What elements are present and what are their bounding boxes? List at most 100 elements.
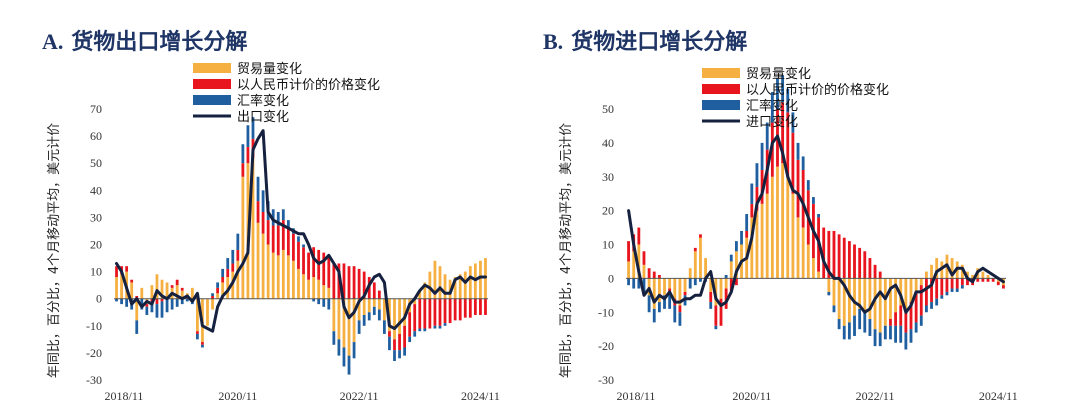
price-bar	[428, 298, 432, 329]
x-tick-label: 2024/11	[461, 389, 500, 403]
price-bar	[393, 339, 396, 351]
fx-bar	[312, 298, 316, 302]
volume-bar	[372, 298, 376, 307]
volume-bar	[155, 274, 159, 299]
price-bar	[433, 298, 437, 326]
volume-bar	[398, 298, 401, 334]
price-bar	[837, 234, 841, 279]
y-tick-label: 50	[602, 102, 614, 116]
price-bar	[657, 274, 661, 279]
legend-label: 贸易量变化	[746, 66, 811, 82]
price-bar	[801, 169, 805, 228]
price-bar	[724, 288, 728, 309]
fx-bar	[115, 298, 118, 302]
volume-bar	[724, 278, 728, 289]
volume-bar	[960, 264, 964, 279]
price-bar	[256, 201, 260, 223]
volume-bar	[251, 157, 255, 299]
volume-bar	[307, 279, 310, 299]
y-tick-label: 10	[602, 238, 614, 252]
fx-bar	[246, 125, 250, 147]
fx-bar	[930, 302, 933, 309]
fx-bar	[185, 298, 189, 302]
volume-bar	[130, 282, 134, 299]
volume-bar	[678, 278, 682, 306]
panel-a-title: A. 货物出口增长分解	[42, 24, 247, 56]
price-bar	[976, 278, 980, 282]
price-bar	[468, 298, 472, 318]
volume-bar	[894, 278, 898, 313]
fx-bar	[165, 298, 169, 313]
volume-bar	[140, 287, 144, 299]
price-bar	[832, 230, 836, 279]
legend-swatch-price	[702, 84, 740, 94]
fx-bar	[878, 332, 882, 347]
fx-bar	[276, 211, 280, 226]
price-bar	[955, 278, 959, 289]
volume-bar	[347, 298, 351, 356]
fx-bar	[393, 350, 396, 362]
volume-bar	[266, 244, 270, 299]
volume-bar	[673, 278, 677, 299]
volume-bar	[403, 298, 406, 326]
price-bar	[342, 263, 346, 299]
volume-bar	[909, 278, 913, 303]
price-bar	[377, 290, 381, 299]
price-bar	[853, 244, 856, 279]
fx-bar	[652, 308, 656, 323]
price-bar	[302, 247, 305, 275]
price-bar	[693, 247, 697, 252]
fx-bar	[322, 298, 326, 307]
volume-bar	[919, 278, 923, 286]
price-bar	[699, 234, 702, 238]
price-bar	[930, 278, 933, 303]
volume-bar	[236, 260, 240, 299]
price-bar	[729, 278, 733, 292]
legend-label: 汇率变化	[746, 98, 798, 114]
fx-bar	[693, 278, 697, 286]
volume-bar	[966, 271, 969, 279]
volume-bar	[190, 287, 194, 299]
fx-bar	[894, 325, 898, 343]
volume-bar	[627, 261, 630, 279]
volume-bar	[770, 176, 774, 279]
volume-bar	[211, 298, 214, 310]
y-tick-label: 70	[90, 102, 102, 116]
price-bar	[231, 263, 235, 272]
fx-bar	[342, 347, 346, 367]
volume-bar	[312, 277, 316, 299]
fx-bar	[286, 220, 290, 229]
price-bar	[130, 279, 134, 283]
fx-bar	[317, 298, 321, 305]
volume-bar	[796, 217, 800, 279]
volume-bar	[433, 260, 437, 299]
fx-bar	[443, 323, 447, 326]
price-bar	[403, 325, 406, 348]
fx-bar	[438, 325, 442, 329]
price-bar	[226, 268, 230, 278]
fx-bar	[256, 176, 260, 202]
fx-bar	[729, 254, 733, 262]
y-tick-label: -30	[598, 373, 614, 387]
fx-bar	[337, 339, 341, 356]
volume-bar	[837, 278, 841, 320]
volume-bar	[719, 278, 723, 299]
price-bar	[627, 241, 630, 262]
volume-bar	[935, 258, 939, 279]
volume-bar	[286, 255, 290, 299]
volume-bar	[120, 274, 123, 299]
fx-bar	[914, 322, 918, 333]
volume-bar	[647, 278, 651, 296]
volume-bar	[883, 278, 887, 326]
volume-bar	[734, 251, 738, 279]
volume-bar	[924, 271, 928, 279]
fx-bar	[357, 320, 361, 334]
volume-bar	[801, 227, 805, 279]
volume-bar	[832, 278, 836, 306]
price-bar	[327, 255, 331, 288]
volume-bar	[281, 249, 285, 299]
fx-bar	[362, 314, 366, 326]
fx-bar	[827, 291, 831, 296]
price-bar	[827, 230, 831, 279]
